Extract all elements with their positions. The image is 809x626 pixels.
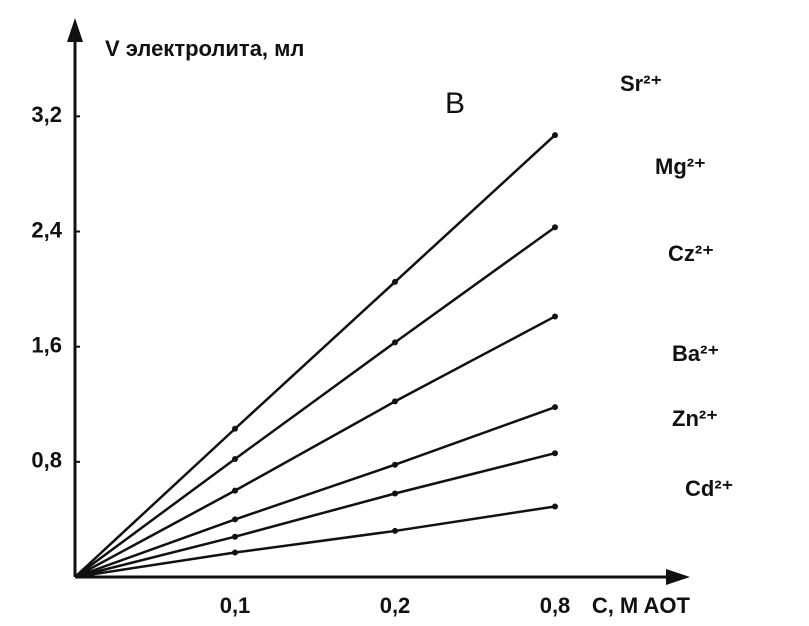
data-point	[392, 461, 398, 468]
x-tick-label: 0,2	[380, 593, 411, 618]
series-line	[74, 134, 556, 578]
data-point	[392, 527, 398, 534]
data-point	[392, 339, 398, 346]
series-line	[74, 226, 556, 579]
y-axis-label: V электролита, мл	[105, 36, 304, 61]
x-tick-label: 0,1	[220, 593, 251, 618]
series-line	[74, 315, 556, 579]
x-axis-label: C, M AOT	[592, 593, 691, 618]
x-axis-arrow	[666, 569, 690, 585]
data-point	[552, 404, 558, 411]
data-point	[232, 533, 238, 540]
data-point	[232, 516, 238, 523]
data-point	[232, 455, 238, 462]
legend-entry: Zn²⁺	[672, 406, 718, 431]
data-point	[392, 398, 398, 405]
legend-entry: Mg²⁺	[655, 154, 706, 179]
y-tick-label: 2,4	[31, 217, 62, 242]
data-point	[552, 450, 558, 457]
data-point	[232, 549, 238, 556]
x-tick-label: 0,8	[540, 593, 571, 618]
data-point	[232, 425, 238, 432]
data-point	[392, 278, 398, 285]
data-point	[552, 313, 558, 320]
legend-entry: Cz²⁺	[668, 241, 714, 266]
series-line	[74, 405, 556, 579]
legend-entry: Sr²⁺	[620, 71, 662, 96]
series-line	[74, 451, 556, 579]
data-point	[552, 132, 558, 139]
data-point	[232, 487, 238, 494]
y-tick-label: 3,2	[31, 102, 62, 127]
y-tick-label: 1,6	[31, 332, 62, 357]
legend-entry: Cd²⁺	[685, 476, 733, 501]
legend-entry: Ba²⁺	[672, 341, 719, 366]
data-point	[552, 503, 558, 510]
data-point	[392, 490, 398, 497]
data-point	[552, 224, 558, 231]
annotation: B	[445, 87, 465, 120]
y-axis-arrow	[67, 18, 83, 42]
series-line	[74, 505, 556, 579]
y-tick-label: 0,8	[31, 448, 62, 473]
